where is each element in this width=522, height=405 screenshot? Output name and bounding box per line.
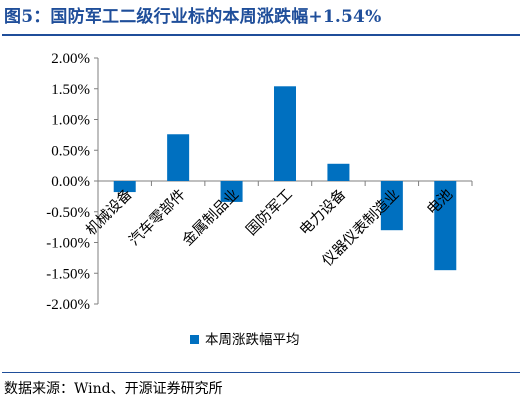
title-rule [2, 34, 520, 36]
y-tick-label: 0.50% [51, 143, 90, 159]
bar [327, 163, 350, 181]
x-category-label: 国防军工 [243, 186, 296, 239]
legend-swatch [190, 335, 199, 344]
data-source: 数据来源：Wind、开源证券研究所 [4, 381, 223, 397]
y-tick-label: -2.00% [46, 297, 90, 313]
bar [167, 134, 190, 181]
y-tick-label: -1.50% [46, 266, 90, 282]
bar [274, 86, 296, 181]
footer-rule [2, 372, 520, 373]
bar [434, 181, 457, 271]
bar [220, 181, 243, 202]
y-tick-label: 1.00% [51, 113, 90, 129]
x-category-label: 汽车零部件 [126, 186, 189, 249]
bar-chart: 2.00% 1.50% 1.00% 0.50% 0.00% -0.50% -1.00% -1.… [46, 51, 473, 348]
y-tick-label: 0.00% [51, 174, 90, 190]
legend-label: 本周涨跌幅平均 [205, 332, 300, 348]
x-category-label: 机械设备 [83, 185, 136, 238]
y-tick-label: 2.00% [51, 51, 90, 67]
y-tick-label: -0.50% [46, 205, 90, 221]
x-category-label: 电力设备 [296, 185, 349, 238]
y-tick-label: -1.00% [46, 236, 90, 252]
chart-title: 图5：国防军工二级行业标的本周涨跌幅+1.54% [4, 7, 382, 27]
bar [113, 181, 136, 193]
y-tick-label: 1.50% [51, 82, 90, 98]
bar [380, 181, 403, 231]
x-category-label: 金属制品业 [179, 186, 242, 249]
